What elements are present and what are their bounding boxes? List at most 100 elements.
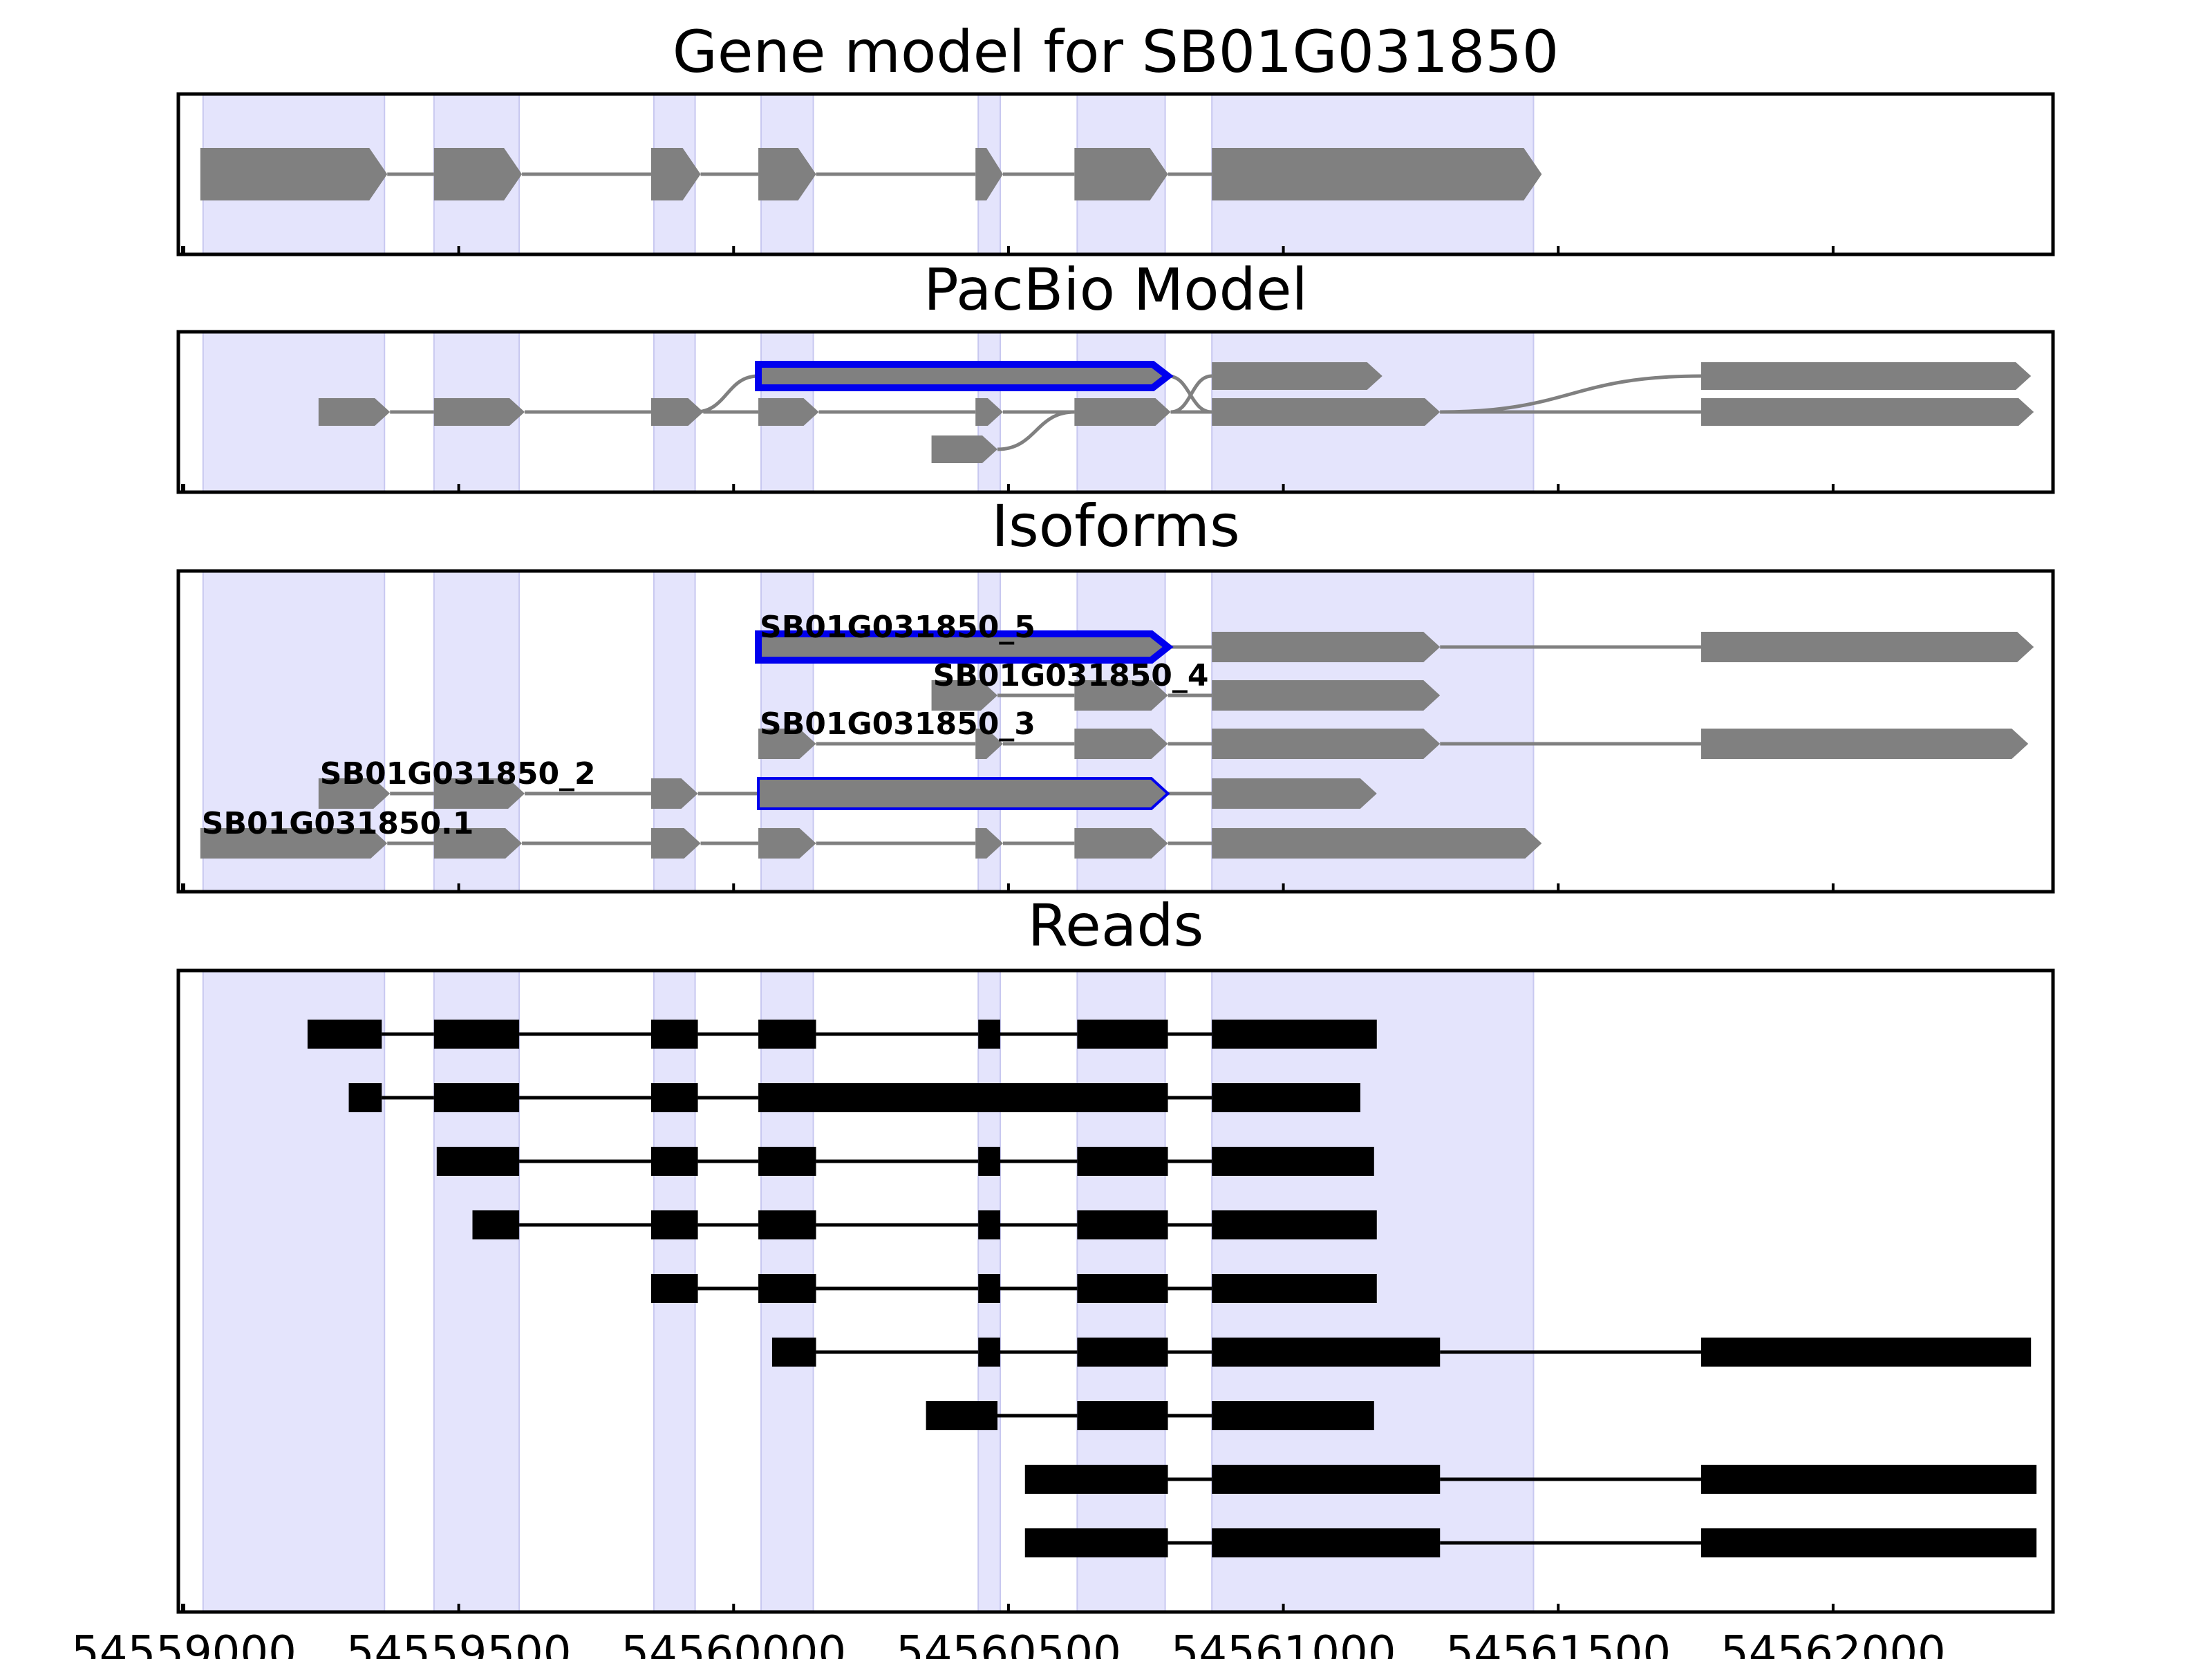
exon-block xyxy=(650,828,701,859)
exon-block xyxy=(1074,148,1168,200)
panel-frame xyxy=(176,569,2055,894)
exon-block xyxy=(758,148,816,200)
x-ticks xyxy=(181,1604,1835,1612)
read-block xyxy=(758,1083,1168,1112)
exon-block xyxy=(975,148,1003,200)
exon-block xyxy=(931,435,998,463)
splice-connector xyxy=(1170,374,1212,414)
x-tick-label: 54560500 xyxy=(896,1627,1121,1659)
exon-block xyxy=(975,729,1003,759)
exon-block xyxy=(433,148,523,200)
exon-block xyxy=(975,398,1003,426)
read-block xyxy=(650,1147,698,1176)
x-tick-labels: 54559000 54559500 54560000 54560500 5456… xyxy=(71,1627,1946,1659)
isoform-label: SB01G031850_4 xyxy=(933,658,1209,693)
exon-block xyxy=(975,828,1003,859)
exon-block xyxy=(1074,729,1168,759)
exon-block xyxy=(1701,362,2032,390)
exon-block xyxy=(1701,729,2029,759)
read-block xyxy=(926,1401,998,1430)
exon-block xyxy=(200,148,388,200)
panel-frame xyxy=(176,968,2055,1614)
read-block xyxy=(1701,1465,2037,1494)
gene-track xyxy=(200,148,1542,200)
read-block xyxy=(978,1147,1000,1176)
read-block xyxy=(650,1020,698,1049)
isoform-track: SB01G031850_5 SB01G031850_4 SB01G031850_3 S… xyxy=(200,610,2034,859)
read-block xyxy=(1024,1465,1168,1494)
x-tick-label: 54561500 xyxy=(1445,1627,1671,1659)
exon-block xyxy=(318,398,391,426)
read-block xyxy=(1212,1083,1360,1112)
exon-block xyxy=(755,630,1174,664)
exon-block xyxy=(433,828,523,859)
read-block xyxy=(771,1338,816,1367)
panel-frame xyxy=(176,330,2055,494)
exon-block xyxy=(1701,632,2034,662)
exon-block xyxy=(1074,680,1168,711)
shaded-exon-region xyxy=(433,970,521,1613)
exon-block xyxy=(1074,828,1168,859)
splice-connector xyxy=(1440,374,1702,414)
read-block xyxy=(1077,1274,1168,1303)
read-block xyxy=(1077,1338,1168,1367)
read-block xyxy=(348,1083,382,1112)
read-block xyxy=(650,1274,698,1303)
exon-block xyxy=(1701,398,2034,426)
splice-connector xyxy=(997,410,1075,451)
exon-block xyxy=(650,778,698,809)
exon-block xyxy=(757,777,1170,810)
x-ticks xyxy=(181,484,1835,492)
panel-gene-model xyxy=(176,92,2055,256)
read-block xyxy=(758,1020,816,1049)
read-block xyxy=(1212,1465,1441,1494)
exon-block xyxy=(1212,632,1441,662)
exon-block xyxy=(318,778,391,809)
read-block xyxy=(1701,1338,2032,1367)
exon-block xyxy=(758,828,816,859)
read-block xyxy=(1077,1210,1168,1239)
pacbio-track xyxy=(318,361,2034,463)
x-tick-label: 54559500 xyxy=(346,1627,572,1659)
exon-block xyxy=(200,828,388,859)
panel-title-pacbio-model: PacBio Model xyxy=(924,256,1308,324)
x-tick-label: 54562000 xyxy=(1721,1627,1946,1659)
read-block xyxy=(1212,1338,1441,1367)
exon-block xyxy=(1212,398,1441,426)
exon-block xyxy=(1212,729,1441,759)
panel-title-isoforms: Isoforms xyxy=(991,492,1240,560)
read-block xyxy=(978,1274,1000,1303)
panel-reads xyxy=(176,968,2055,1614)
exon-block xyxy=(758,398,819,426)
x-tick-label: 54559000 xyxy=(71,1627,297,1659)
read-block xyxy=(433,1020,520,1049)
exon-block xyxy=(650,398,704,426)
read-block xyxy=(1024,1528,1168,1557)
read-block xyxy=(307,1020,382,1049)
read-block xyxy=(758,1274,816,1303)
read-block xyxy=(1212,1147,1374,1176)
read-block xyxy=(1212,1020,1377,1049)
read-block xyxy=(433,1083,520,1112)
read-block xyxy=(1701,1528,2037,1557)
read-block xyxy=(1212,1210,1377,1239)
read-block xyxy=(1077,1401,1168,1430)
x-tick-label: 54561000 xyxy=(1171,1627,1396,1659)
read-block xyxy=(758,1210,816,1239)
isoform-label: SB01G031850_5 xyxy=(760,610,1035,645)
isoform-label: SB01G031850.1 xyxy=(202,806,474,841)
read-block xyxy=(650,1210,698,1239)
read-block xyxy=(1212,1528,1441,1557)
exon-block xyxy=(433,398,525,426)
read-block xyxy=(472,1210,520,1239)
exon-block xyxy=(1074,398,1171,426)
exon-block xyxy=(1212,778,1377,809)
read-block xyxy=(1212,1401,1374,1430)
reads-track xyxy=(307,1020,2037,1557)
panel-title-reads: Reads xyxy=(1028,892,1204,959)
exon-block xyxy=(1212,362,1382,390)
exon-block xyxy=(1212,828,1542,859)
panel-frame xyxy=(176,92,2055,256)
shaded-exon-region xyxy=(202,970,386,1613)
exon-block xyxy=(1212,680,1441,711)
